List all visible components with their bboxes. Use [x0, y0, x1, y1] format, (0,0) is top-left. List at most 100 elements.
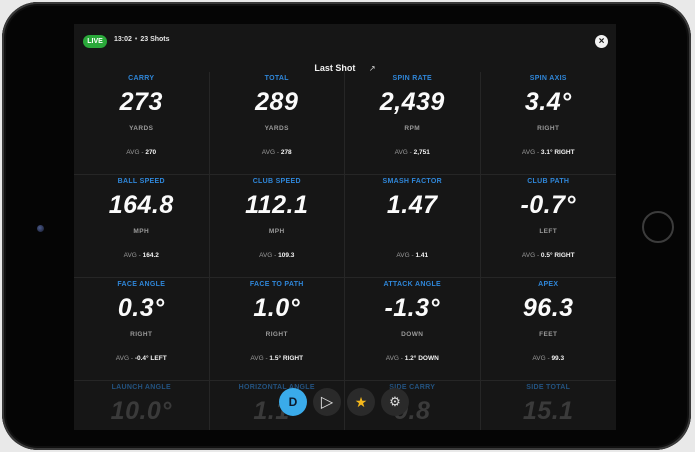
avg-label: AVG -	[126, 149, 144, 156]
avg-label: AVG -	[385, 355, 403, 362]
shot-count: 23 Shots	[140, 36, 170, 43]
avg-value: 99.3	[551, 355, 565, 362]
metric-unit: YARDS	[129, 125, 154, 132]
metric-unit: YARDS	[264, 125, 289, 132]
metric-avg: AVG - 0.5° RIGHT	[481, 252, 617, 259]
avg-label: AVG -	[123, 252, 141, 259]
metric-value: -0.7°	[520, 191, 577, 219]
metric-apex[interactable]: APEX 96.3 FEET AVG - 99.3	[480, 278, 617, 381]
avg-value: 278	[280, 149, 292, 156]
metric-value: 96.3	[522, 294, 574, 322]
metric-label: CLUB SPEED	[252, 178, 301, 185]
avg-value: 164.2	[142, 252, 159, 259]
metric-avg: AVG - 99.3	[481, 355, 617, 362]
close-icon: ×	[598, 36, 605, 47]
title-row: Last Shot ↗	[74, 58, 616, 73]
avg-value: 2,751	[413, 149, 430, 156]
metric-label: FACE ANGLE	[117, 281, 166, 288]
metric-ball-speed[interactable]: BALL SPEED 164.8 MPH AVG - 164.2	[74, 175, 210, 278]
metric-avg: AVG - 2,751	[345, 149, 480, 156]
favorite-button[interactable]: ★	[347, 388, 375, 416]
settings-button[interactable]: ⚙	[381, 388, 409, 416]
metric-value: 0.3°	[117, 294, 165, 322]
home-button[interactable]	[642, 211, 674, 243]
avg-value: 1.5° RIGHT	[269, 355, 304, 362]
metric-value: 15.1	[522, 397, 574, 425]
avg-value: 1.41	[415, 252, 429, 259]
metric-value: 1.47	[386, 191, 438, 219]
camera-dot	[37, 225, 44, 232]
star-icon: ★	[354, 393, 368, 410]
separator-dot: •	[134, 36, 138, 43]
metric-face-to-path[interactable]: FACE TO PATH 1.0° RIGHT AVG - 1.5° RIGHT	[209, 278, 345, 381]
metric-label: APEX	[538, 281, 559, 288]
metric-label: SMASH FACTOR	[382, 178, 442, 185]
metric-value: 10.0°	[110, 397, 172, 425]
metric-attack-angle[interactable]: ATTACK ANGLE -1.3° DOWN AVG - 1.2° DOWN	[345, 278, 481, 381]
avg-label: AVG -	[396, 252, 414, 259]
avg-label: AVG -	[261, 149, 280, 156]
avg-label: AVG -	[521, 252, 540, 259]
page-title: Last Shot	[314, 63, 356, 73]
metric-spin-rate[interactable]: SPIN RATE 2,439 RPM AVG - 2,751	[345, 72, 481, 175]
metric-club-path[interactable]: CLUB PATH -0.7° LEFT AVG - 0.5° RIGHT	[480, 175, 617, 278]
metric-spin-axis[interactable]: SPIN AXIS 3.4° RIGHT AVG - 3.1° RIGHT	[480, 72, 617, 175]
metric-label: LAUNCH ANGLE	[111, 384, 171, 391]
play-icon: ▷	[320, 394, 334, 411]
metric-avg: AVG - 109.3	[210, 252, 345, 259]
metric-avg: AVG - 3.1° RIGHT	[481, 149, 617, 156]
metric-unit: RIGHT	[537, 125, 560, 132]
avg-label: AVG -	[521, 149, 540, 156]
avg-value: 1.2° DOWN	[404, 355, 439, 362]
avg-value: 3.1° RIGHT	[540, 149, 575, 156]
avg-label: AVG -	[250, 355, 268, 362]
metric-face-angle[interactable]: FACE ANGLE 0.3° RIGHT AVG - -0.4° LEFT	[74, 278, 210, 381]
metric-unit: RIGHT	[265, 331, 288, 338]
play-button[interactable]: ▷	[313, 388, 341, 416]
avg-label: AVG -	[115, 355, 134, 362]
gear-icon: ⚙	[389, 394, 401, 409]
metric-value: 112.1	[245, 191, 309, 219]
live-badge: LIVE	[83, 35, 107, 48]
metric-label: FACE TO PATH	[249, 281, 304, 288]
metric-unit: LEFT	[539, 228, 558, 235]
metric-total[interactable]: TOTAL 289 YARDS AVG - 278	[209, 72, 345, 175]
metrics-grid: CARRY 273 YARDS AVG - 270 TOTAL 289 YARD…	[74, 72, 616, 430]
metric-avg: AVG - -0.4° LEFT	[74, 355, 209, 362]
metric-value: 3.4°	[524, 88, 572, 116]
metric-unit: FEET	[539, 331, 558, 338]
metric-avg: AVG - 164.2	[74, 252, 209, 259]
metric-label: BALL SPEED	[117, 178, 165, 185]
club-select-button[interactable]: D	[279, 388, 307, 416]
metric-unit: MPH	[133, 228, 150, 235]
metric-value: 273	[119, 88, 163, 116]
metric-avg: AVG - 278	[210, 149, 345, 156]
metric-label: ATTACK ANGLE	[383, 281, 442, 288]
metric-smash-factor[interactable]: SMASH FACTOR 1.47 AVG - 1.41	[345, 175, 481, 278]
metric-club-speed[interactable]: CLUB SPEED 112.1 MPH AVG - 109.3	[209, 175, 345, 278]
avg-value: -0.4° LEFT	[134, 355, 167, 362]
metric-label: HORIZONTAL ANGLE	[238, 384, 315, 391]
metric-launch-angle[interactable]: LAUNCH ANGLE 10.0°	[74, 381, 210, 430]
metric-unit: RIGHT	[130, 331, 153, 338]
avg-label: AVG -	[394, 149, 412, 156]
metric-value: 2,439	[379, 88, 445, 116]
metric-label: CARRY	[128, 75, 155, 82]
metric-label: SIDE TOTAL	[526, 384, 571, 391]
metric-label: SIDE CARRY	[389, 384, 436, 391]
avg-value: 109.3	[278, 252, 295, 259]
bottom-toolbar: D ▷ ★ ⚙	[279, 388, 409, 418]
top-bar: LIVE 13:02 • 23 Shots ×	[74, 24, 616, 60]
app-screen: LIVE 13:02 • 23 Shots × Last Shot ↗ CARRY …	[74, 24, 616, 430]
metric-side-total[interactable]: SIDE TOTAL 15.1	[481, 381, 617, 430]
metric-value: 164.8	[108, 191, 174, 219]
avg-value: 270	[145, 149, 157, 156]
session-info: 13:02 • 23 Shots	[114, 36, 170, 43]
expand-icon[interactable]: ↗	[368, 64, 376, 73]
metric-avg: AVG - 1.5° RIGHT	[210, 355, 345, 362]
metric-label: CLUB PATH	[527, 178, 570, 185]
metric-unit: RPM	[404, 125, 421, 132]
close-button[interactable]: ×	[595, 35, 608, 48]
club-label: D	[288, 395, 298, 409]
metric-carry[interactable]: CARRY 273 YARDS AVG - 270	[74, 72, 210, 175]
